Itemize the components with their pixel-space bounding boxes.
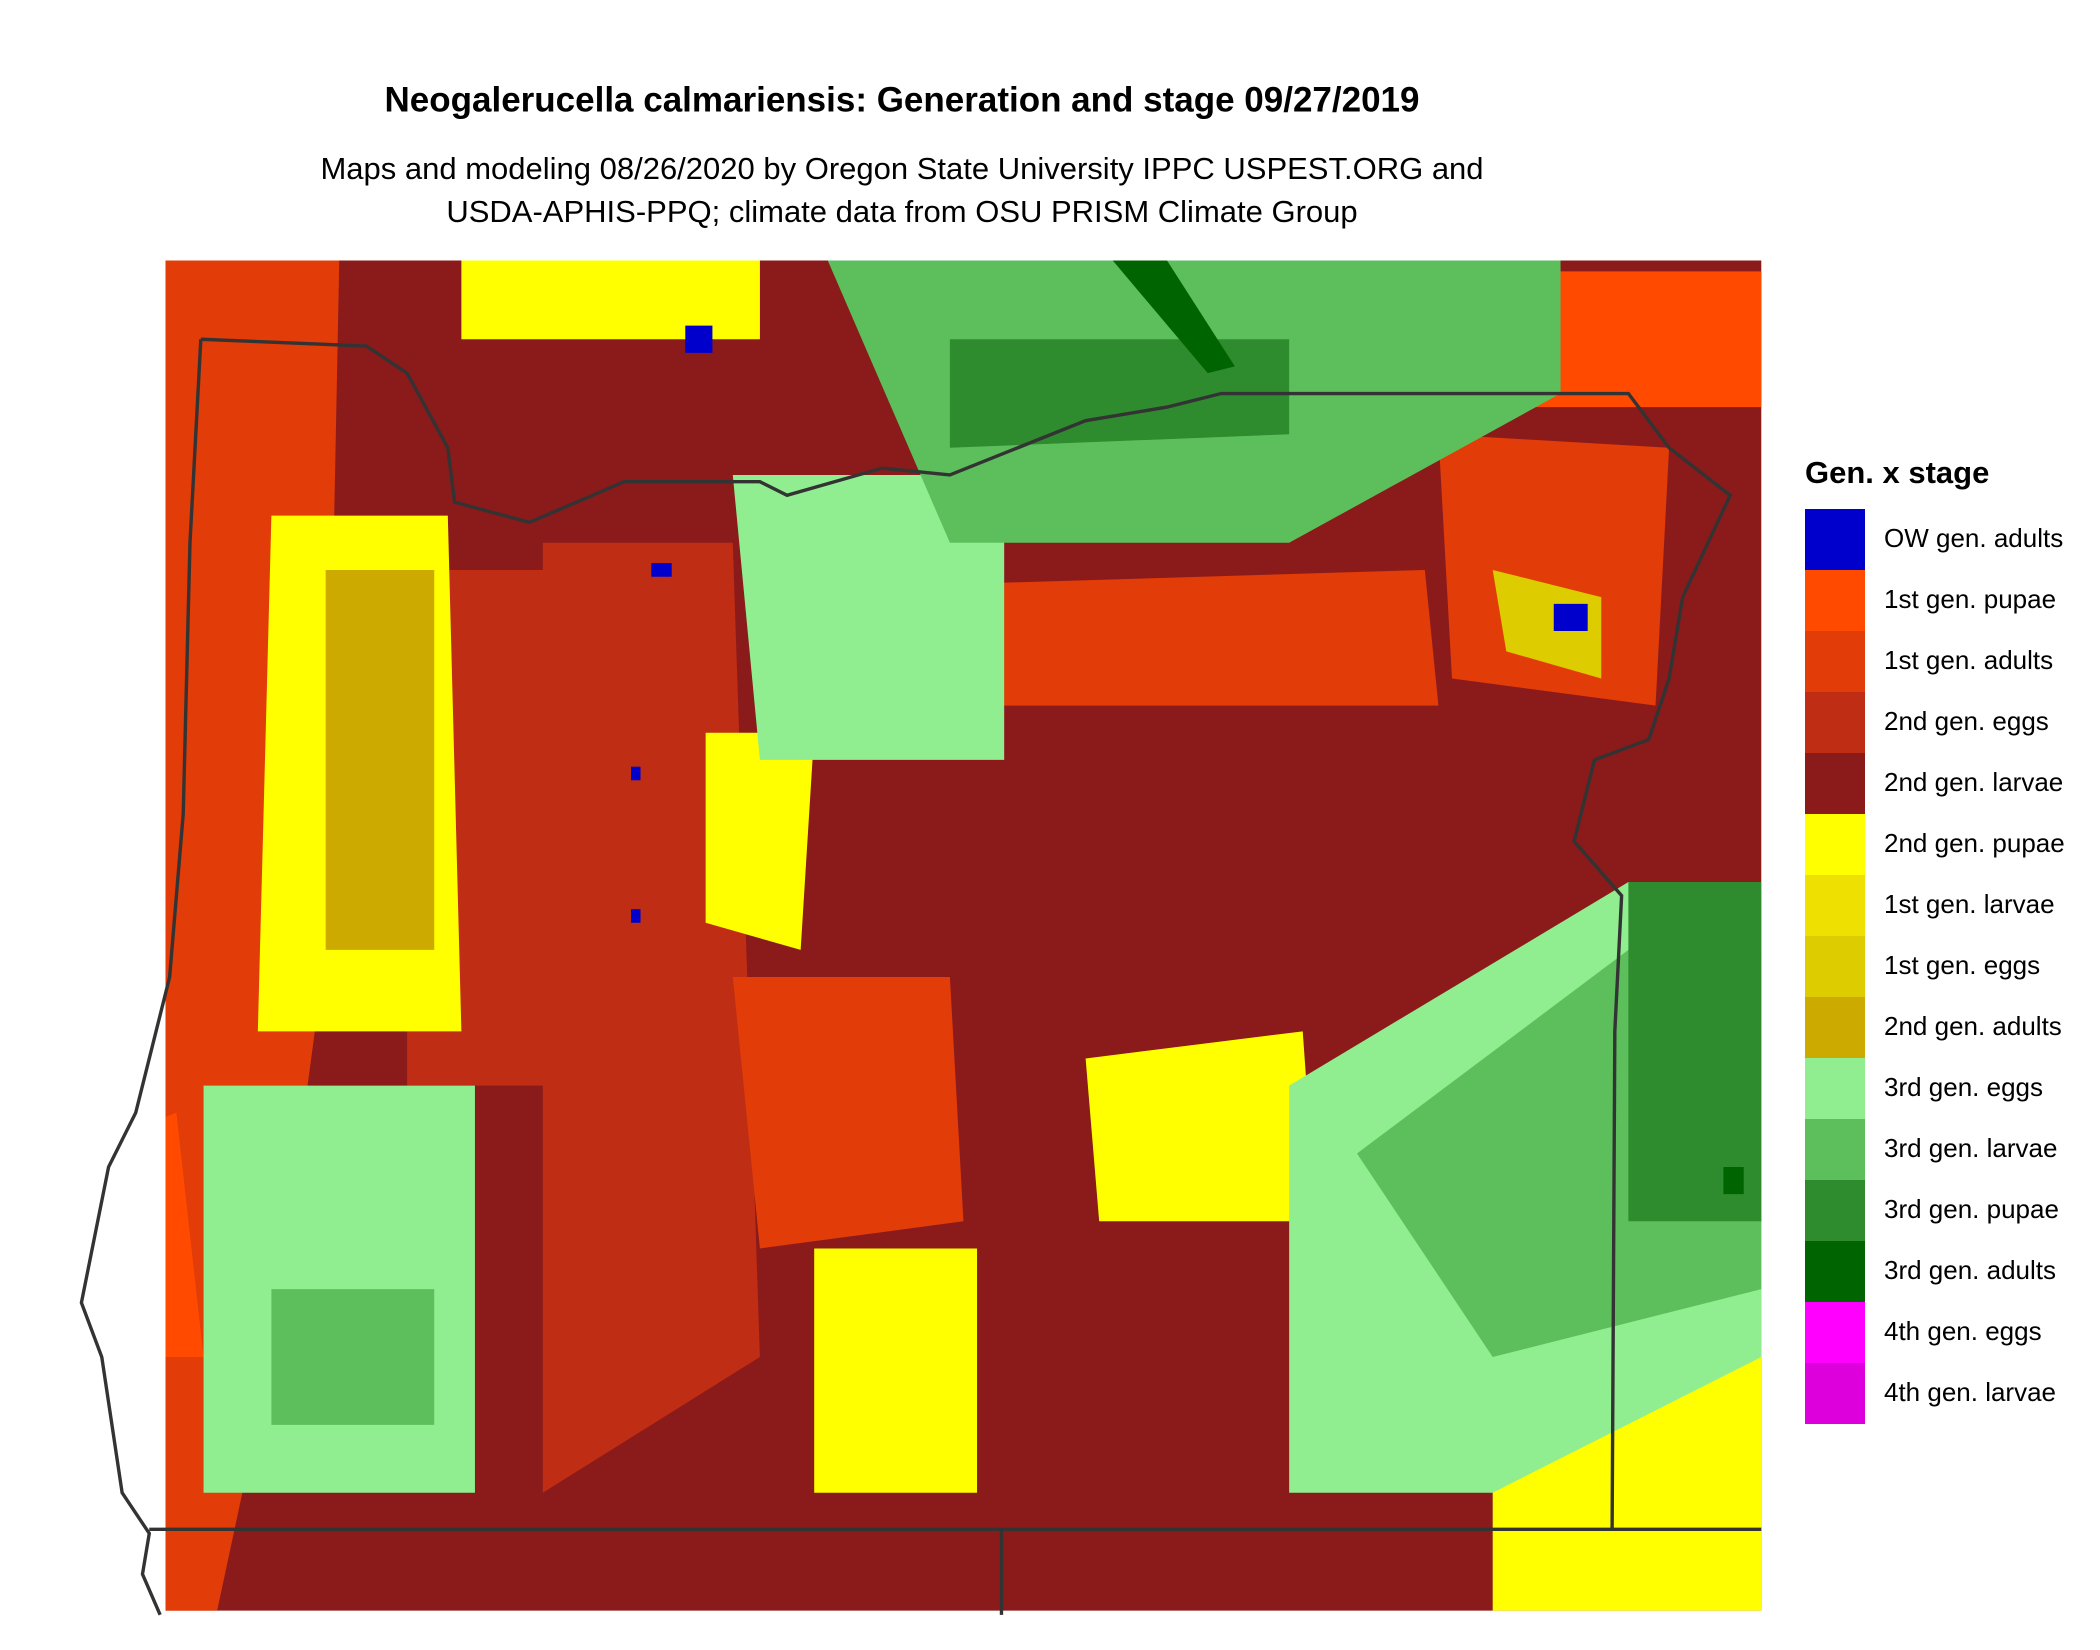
legend-label: 3rd gen. pupae — [1884, 1194, 2059, 1224]
map-region — [203, 1085, 475, 1493]
legend-swatch — [1805, 875, 1865, 936]
legend-label: OW gen. adults — [1884, 523, 2063, 553]
legend-label: 2nd gen. eggs — [1884, 706, 2049, 736]
legend-label: 3rd gen. adults — [1884, 1255, 2056, 1285]
map-region — [1438, 434, 1670, 706]
map-region — [685, 325, 713, 353]
legend-label: 1st gen. larvae — [1884, 889, 2055, 919]
map-region — [461, 260, 760, 340]
legend-label: 3rd gen. larvae — [1884, 1133, 2057, 1163]
map-region — [1085, 1031, 1317, 1222]
map-raster — [165, 260, 1762, 1611]
legend-label: 2nd gen. larvae — [1884, 767, 2063, 797]
map-region — [1628, 882, 1762, 1222]
legend-label: 1st gen. eggs — [1884, 950, 2040, 980]
map-region — [1112, 260, 1235, 374]
map-title: Neogalerucella calmariensis: Generation … — [385, 80, 1420, 119]
map-region — [1492, 569, 1602, 679]
map-region — [271, 1289, 435, 1425]
legend-swatch — [1805, 631, 1865, 692]
legend-swatch — [1805, 1241, 1865, 1302]
legend-swatch — [1805, 936, 1865, 997]
map-region — [977, 569, 1439, 706]
legend-swatch — [1805, 997, 1865, 1058]
map-subtitle: USDA-APHIS-PPQ; climate data from OSU PR… — [446, 194, 1357, 229]
legend-label: 2nd gen. pupae — [1884, 828, 2065, 858]
map-region — [325, 569, 435, 950]
legend: OW gen. adults 1st gen. pupae 1st gen. adu… — [1805, 509, 2065, 1424]
map-region — [631, 909, 641, 923]
legend-label: 4th gen. eggs — [1884, 1316, 2042, 1346]
map-region — [1553, 603, 1588, 632]
map — [79, 260, 1762, 1616]
legend-label: 1st gen. adults — [1884, 645, 2053, 675]
legend-swatch — [1805, 1302, 1865, 1363]
legend-label: 3rd gen. eggs — [1884, 1072, 2043, 1102]
map-region — [165, 1112, 204, 1357]
coast-line — [79, 339, 203, 1616]
map-region — [542, 542, 760, 1493]
legend-swatch — [1805, 509, 1865, 570]
legend-swatch — [1805, 692, 1865, 753]
legend-swatch — [1805, 1058, 1865, 1119]
map-region — [1723, 1167, 1744, 1195]
legend-swatch — [1805, 753, 1865, 814]
legend-swatch — [1805, 1363, 1865, 1424]
legend-swatch — [1805, 570, 1865, 631]
legend-swatch — [1805, 1180, 1865, 1241]
map-region — [732, 474, 1005, 760]
state-borders — [79, 337, 1762, 1616]
legend-label: 4th gen. larvae — [1884, 1377, 2056, 1407]
legend-label: 1st gen. pupae — [1884, 584, 2056, 614]
map-region — [631, 766, 641, 781]
map-region — [732, 977, 964, 1249]
map-region — [705, 732, 815, 950]
map-region — [814, 1248, 978, 1493]
legend-swatch — [1805, 1119, 1865, 1180]
legend-title: Gen. x stage — [1805, 455, 1989, 490]
legend-label: 2nd gen. adults — [1884, 1011, 2062, 1041]
legend-swatch — [1805, 814, 1865, 875]
map-subtitle: Maps and modeling 08/26/2020 by Oregon S… — [320, 151, 1483, 186]
border-line — [200, 337, 1733, 1530]
map-region — [651, 563, 672, 577]
